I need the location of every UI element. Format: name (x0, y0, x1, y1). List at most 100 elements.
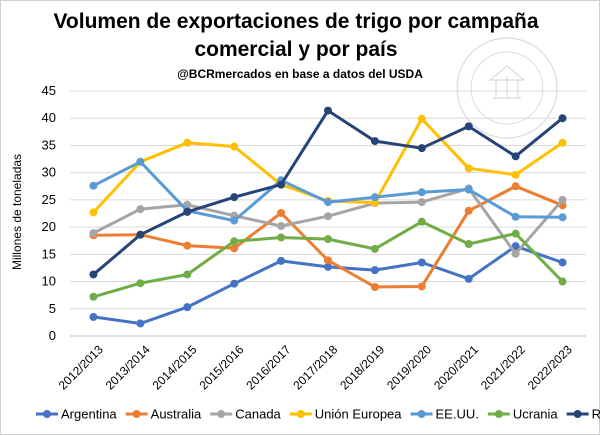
x-tick-label: 2016/2017 (243, 342, 293, 392)
legend-swatch-marker (296, 410, 305, 418)
data-point (558, 138, 567, 147)
data-point (417, 217, 426, 226)
data-point (136, 205, 145, 214)
legend-item-union-europea: Unión Europea (289, 407, 402, 422)
chart-title: Volumen de exportaciones de trigo por ca… (53, 10, 538, 61)
data-point (511, 152, 520, 161)
data-point (417, 144, 426, 153)
data-point (183, 138, 192, 147)
series-lines (89, 106, 567, 328)
y-tick-label: 15 (42, 246, 56, 261)
legend-label: Argentina (61, 407, 117, 422)
bcr-seal-watermark (456, 37, 558, 139)
data-point (183, 270, 192, 279)
legend-item-argentina: Argentina (36, 407, 117, 422)
y-axis-label: Millones de toneladas (10, 154, 24, 270)
data-point (370, 266, 379, 275)
data-point (230, 193, 239, 202)
data-point (370, 244, 379, 253)
data-point (511, 170, 520, 179)
data-point (324, 256, 332, 265)
data-point (277, 256, 286, 265)
legend-swatch-marker (494, 410, 503, 418)
y-tick-label: 20 (42, 219, 56, 234)
data-point (136, 230, 145, 239)
data-point (89, 312, 98, 321)
data-point (464, 274, 473, 283)
data-point (558, 277, 567, 286)
data-point (230, 237, 239, 246)
y-tick-label: 5 (49, 301, 56, 316)
legend-label: Rusia (592, 407, 600, 422)
legend-swatch-marker (417, 410, 426, 418)
legend-label: Australia (151, 407, 202, 422)
data-point (511, 212, 520, 221)
data-point (89, 208, 98, 217)
x-tick-label: 2015/2016 (197, 342, 247, 392)
data-point (558, 114, 567, 123)
data-point (277, 208, 286, 217)
series-ee-uu (89, 157, 567, 225)
y-tick-label: 25 (42, 192, 56, 207)
data-point (417, 114, 426, 123)
data-point (370, 283, 379, 291)
legend-swatch-marker (573, 410, 582, 418)
y-tick-label: 0 (49, 328, 56, 343)
data-point (558, 195, 567, 204)
legend-item-canada: Canada (210, 407, 282, 422)
y-tick-label: 10 (42, 274, 56, 289)
y-tick-label: 35 (42, 137, 56, 152)
chart-subtitle: @BCRmercados en base a datos del USDA (177, 67, 423, 81)
data-point (277, 222, 286, 231)
data-point (324, 235, 332, 244)
data-point (324, 106, 332, 115)
x-tick-label: 2012/2013 (56, 342, 106, 392)
series-rusia (89, 106, 567, 279)
data-point (136, 319, 145, 328)
data-point (89, 229, 98, 238)
data-point (324, 262, 332, 271)
x-tick-label: 2020/2021 (431, 342, 481, 392)
data-point (89, 292, 98, 301)
data-point (464, 239, 473, 248)
legend-label: EE.UU. (436, 407, 479, 422)
data-point (324, 212, 332, 221)
data-point (417, 188, 426, 197)
data-point (230, 244, 239, 253)
x-axis-tick-labels: 2012/20132013/20142014/20152015/20162016… (56, 342, 575, 392)
x-tick-label: 2022/2023 (525, 342, 575, 392)
data-point (511, 229, 520, 238)
data-point (464, 122, 473, 131)
x-tick-label: 2013/2014 (103, 342, 153, 392)
x-tick-label: 2019/2020 (384, 342, 434, 392)
data-point (464, 206, 473, 215)
data-point (417, 198, 426, 207)
series-argentina (89, 242, 567, 328)
data-point (89, 181, 98, 190)
series-ucrania (89, 217, 567, 301)
legend: Argentina Australia Canada Unión Europea EE.… (36, 407, 600, 422)
legend-item-ucrania: Ucrania (487, 407, 558, 422)
data-point (511, 182, 520, 191)
data-point (558, 258, 567, 267)
data-point (277, 233, 286, 242)
legend-swatch-marker (132, 410, 141, 418)
legend-swatch-marker (43, 410, 51, 418)
x-tick-label: 2014/2015 (150, 342, 200, 392)
chart-title-line-2: comercial y por país (194, 38, 397, 61)
gridlines (70, 90, 586, 337)
data-point (464, 164, 473, 173)
data-point (370, 193, 379, 202)
y-tick-label: 40 (42, 110, 56, 125)
data-point (89, 270, 98, 279)
x-tick-label: 2018/2019 (337, 342, 387, 392)
legend-swatch-marker (217, 410, 226, 418)
data-point (136, 157, 145, 166)
data-point (417, 282, 426, 291)
data-point (230, 142, 239, 151)
data-point (183, 207, 192, 216)
data-point (558, 213, 567, 222)
legend-item-rusia: Rusia (566, 407, 600, 422)
legend-label: Canada (235, 407, 281, 422)
